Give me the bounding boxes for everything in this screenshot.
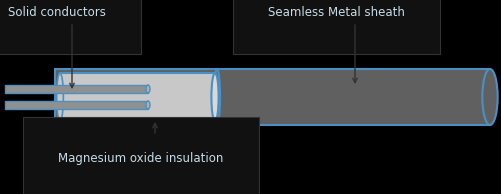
Text: Seamless Metal sheath: Seamless Metal sheath [268,6,404,19]
Ellipse shape [146,101,150,109]
Polygon shape [5,101,148,109]
Ellipse shape [481,69,496,125]
Polygon shape [55,69,489,125]
Text: Magnesium oxide insulation: Magnesium oxide insulation [58,152,223,165]
Polygon shape [60,73,214,121]
Ellipse shape [211,73,218,121]
Text: Solid conductors: Solid conductors [8,6,106,19]
Ellipse shape [146,85,150,93]
Polygon shape [5,85,148,93]
Ellipse shape [213,69,219,125]
Ellipse shape [57,73,63,121]
